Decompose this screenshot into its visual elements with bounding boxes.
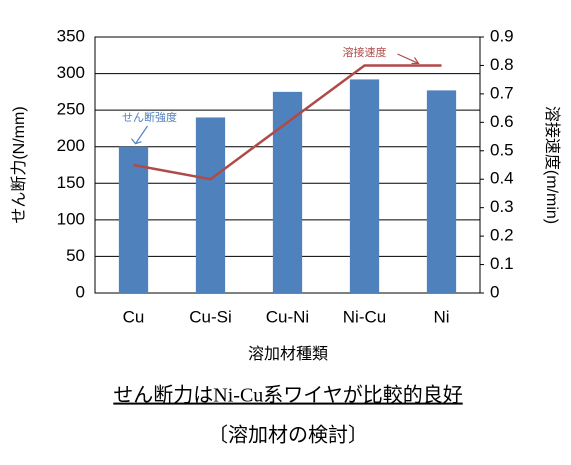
y-tick-label: 300 xyxy=(57,63,85,82)
subcaption: 〔溶加材の検討〕 xyxy=(208,424,368,447)
y2-tick-label: 0 xyxy=(490,282,499,301)
x-tick-label: Cu-Ni xyxy=(266,307,309,326)
bar xyxy=(272,91,303,293)
x-tick-label: Ni-Cu xyxy=(343,307,386,326)
y2-tick-label: 0.4 xyxy=(490,169,514,188)
y-tick-label: 0 xyxy=(76,282,85,301)
y-tick-label: 50 xyxy=(66,246,85,265)
line xyxy=(133,64,442,181)
y-tick-label: 100 xyxy=(57,209,85,228)
caption: せん断力はNi-Cu系ワイヤが比較的良好 xyxy=(113,384,462,407)
annotation-arrow xyxy=(397,53,419,64)
annotation-arrowhead xyxy=(131,138,142,145)
x-tick-label: Cu-Si xyxy=(189,307,232,326)
y2-tick-label: 0.2 xyxy=(490,226,514,245)
y-axis-label: せん断力(N/mm) xyxy=(10,106,28,223)
y2-tick-label: 0.1 xyxy=(490,254,514,273)
bar xyxy=(426,90,457,293)
annotation-arrowhead xyxy=(411,57,420,65)
y-tick-label: 250 xyxy=(57,100,85,119)
y2-tick-label: 0.8 xyxy=(490,55,514,74)
y-tick-label: 200 xyxy=(57,136,85,155)
x-tick-label: Ni xyxy=(433,307,449,326)
y2-tick-label: 0.5 xyxy=(490,140,514,159)
y-tick-label: 350 xyxy=(57,26,85,45)
x-axis-label: 溶加材種類 xyxy=(248,345,328,363)
x-tick-label: Cu xyxy=(123,307,145,326)
y-tick-label: 150 xyxy=(57,173,85,192)
bar xyxy=(118,146,149,293)
y2-tick-label: 0.3 xyxy=(490,197,514,216)
y2-tick-label: 0.6 xyxy=(490,112,514,131)
bar xyxy=(195,117,226,293)
y2-axis-label: 溶接速度(m/min) xyxy=(543,106,561,224)
annotation: 溶接速度 xyxy=(343,45,387,59)
y2-tick-label: 0.9 xyxy=(490,26,514,45)
bar xyxy=(349,79,380,294)
y2-tick-label: 0.7 xyxy=(490,83,514,102)
annotation-arrow xyxy=(135,125,148,145)
annotation: せん断強度 xyxy=(122,110,177,124)
